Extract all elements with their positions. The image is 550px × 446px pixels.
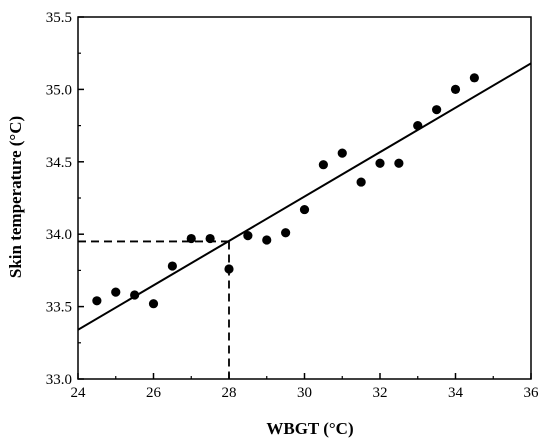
y-tick-label: 33.5 bbox=[46, 300, 72, 316]
data-point bbox=[262, 235, 272, 245]
x-tick-label: 26 bbox=[146, 385, 162, 401]
data-point bbox=[148, 299, 159, 309]
data-point bbox=[469, 73, 479, 83]
y-axis: 33.0 33.5 34.0 34.5 35.0 35.5 bbox=[46, 10, 84, 388]
data-point bbox=[394, 158, 404, 168]
x-tick-label: 28 bbox=[222, 385, 237, 401]
data-point bbox=[205, 233, 215, 244]
data-point bbox=[92, 296, 102, 306]
data-point bbox=[167, 261, 177, 271]
data-point bbox=[413, 121, 423, 131]
plot-frame bbox=[77, 16, 532, 380]
data-point bbox=[318, 160, 328, 170]
data-point bbox=[375, 158, 385, 168]
data-point bbox=[186, 233, 196, 244]
y-axis-title: Skin temperature (°C) bbox=[6, 116, 25, 278]
data-point bbox=[281, 228, 291, 238]
data-point bbox=[243, 231, 253, 241]
y-tick-label: 35.0 bbox=[46, 82, 72, 98]
data-point bbox=[356, 177, 366, 187]
y-tick-label: 33.0 bbox=[46, 372, 72, 388]
y-tick-label: 34.5 bbox=[46, 155, 72, 171]
x-tick-label: 30 bbox=[297, 385, 312, 401]
y-tick-label: 35.5 bbox=[46, 10, 72, 26]
x-axis-title: WBGT (°C) bbox=[266, 419, 353, 438]
data-point bbox=[450, 84, 461, 94]
data-point bbox=[432, 105, 442, 115]
x-tick-label: 32 bbox=[373, 385, 388, 401]
data-point bbox=[299, 204, 310, 215]
x-tick-label: 36 bbox=[524, 385, 540, 401]
x-axis: 24 26 28 30 32 34 36 bbox=[71, 373, 540, 401]
x-tick-label: 24 bbox=[71, 385, 87, 401]
data-point bbox=[337, 148, 347, 158]
data-point bbox=[130, 290, 140, 300]
fit-line bbox=[78, 62, 531, 331]
data-point bbox=[224, 264, 234, 274]
plot-contents bbox=[78, 62, 531, 379]
plot-area bbox=[77, 16, 532, 380]
x-tick-label: 34 bbox=[448, 385, 464, 401]
y-tick-label: 34.0 bbox=[46, 227, 72, 243]
data-point bbox=[111, 287, 121, 297]
